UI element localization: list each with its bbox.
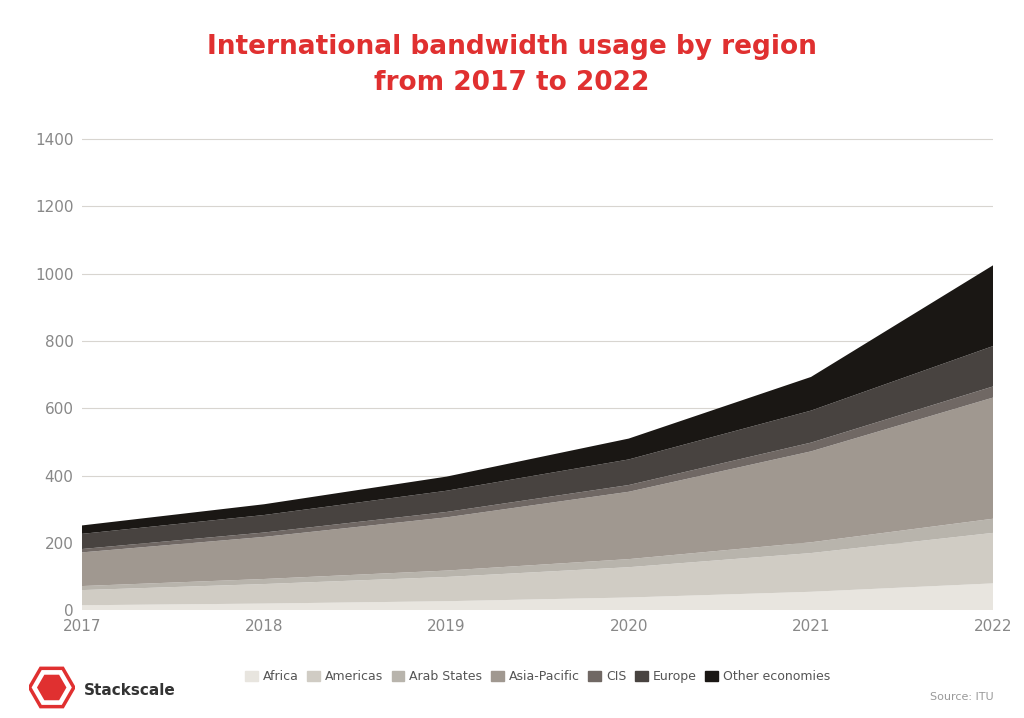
Text: from 2017 to 2022: from 2017 to 2022 (375, 70, 649, 95)
Text: Source: ITU: Source: ITU (930, 692, 993, 702)
Text: International bandwidth usage by region: International bandwidth usage by region (207, 34, 817, 60)
Text: Stackscale: Stackscale (84, 684, 176, 698)
Legend: Africa, Americas, Arab States, Asia-Pacific, CIS, Europe, Other economies: Africa, Americas, Arab States, Asia-Paci… (241, 666, 835, 689)
